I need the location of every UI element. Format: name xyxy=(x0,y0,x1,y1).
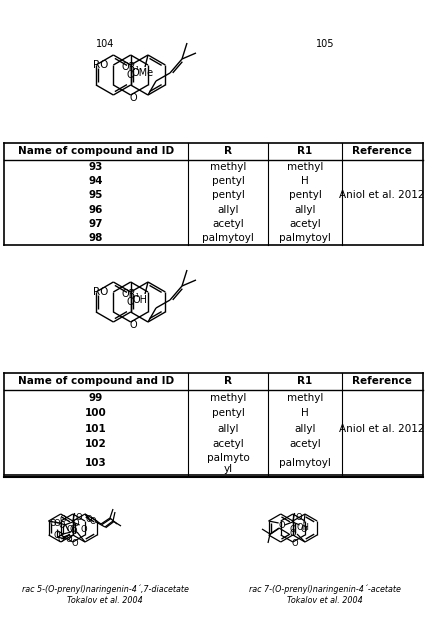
Text: O: O xyxy=(66,524,73,534)
Text: allyl: allyl xyxy=(294,423,315,434)
Text: O: O xyxy=(58,521,65,529)
Text: O: O xyxy=(60,516,66,524)
Text: pentyl: pentyl xyxy=(288,191,321,201)
Text: OR₁: OR₁ xyxy=(121,289,139,299)
Text: OH: OH xyxy=(132,295,147,305)
Text: Name of compound and ID: Name of compound and ID xyxy=(18,376,174,386)
Text: O: O xyxy=(89,517,96,527)
Text: palmytoyl: palmytoyl xyxy=(279,233,330,243)
Text: O: O xyxy=(53,519,60,527)
Text: acetyl: acetyl xyxy=(212,439,243,449)
Text: O: O xyxy=(54,532,60,540)
Text: O: O xyxy=(80,524,87,534)
Text: acetyl: acetyl xyxy=(288,219,320,229)
Text: pentyl: pentyl xyxy=(211,408,244,418)
Text: R1: R1 xyxy=(296,376,312,386)
Text: O: O xyxy=(75,513,82,521)
Text: 100: 100 xyxy=(85,408,106,418)
Text: methyl: methyl xyxy=(286,162,322,172)
Text: OR₁: OR₁ xyxy=(121,62,139,72)
Text: 102: 102 xyxy=(85,439,106,449)
Text: methyl: methyl xyxy=(209,392,246,403)
Text: H: H xyxy=(300,408,308,418)
Text: rac 5-(O-prenyl)naringenin-4´,7-diacetate
Tokalov et al. 2004: rac 5-(O-prenyl)naringenin-4´,7-diacetat… xyxy=(21,585,188,605)
Text: allyl: allyl xyxy=(217,205,238,215)
Text: H: H xyxy=(300,176,308,186)
Text: O: O xyxy=(130,93,137,103)
Text: palmytoyl: palmytoyl xyxy=(201,233,253,243)
Text: R1: R1 xyxy=(296,147,312,157)
Text: OMe: OMe xyxy=(132,68,154,78)
Text: Name of compound and ID: Name of compound and ID xyxy=(18,147,174,157)
Text: 99: 99 xyxy=(89,392,103,403)
Text: O: O xyxy=(299,524,306,534)
Text: 103: 103 xyxy=(85,459,106,469)
Text: 98: 98 xyxy=(89,233,103,243)
Text: 96: 96 xyxy=(89,205,103,215)
Text: O: O xyxy=(69,526,76,534)
Text: rac 7-(O-prenyl)naringenin-4´-acetate
Tokalov et al. 2004: rac 7-(O-prenyl)naringenin-4´-acetate To… xyxy=(248,585,400,605)
Text: acetyl: acetyl xyxy=(288,439,320,449)
Text: 101: 101 xyxy=(85,423,106,434)
Text: RO: RO xyxy=(93,60,109,70)
Text: O: O xyxy=(72,540,78,548)
Text: palmytoyl: palmytoyl xyxy=(279,459,330,469)
Text: palmyto
yl: palmyto yl xyxy=(206,452,249,474)
Text: O: O xyxy=(66,535,72,545)
Text: pentyl: pentyl xyxy=(211,176,244,186)
Text: O: O xyxy=(86,514,92,524)
Text: O: O xyxy=(289,529,296,539)
Text: RO: RO xyxy=(93,287,109,297)
Text: O: O xyxy=(72,519,79,527)
Text: Aniol et al. 2012: Aniol et al. 2012 xyxy=(338,191,424,201)
Text: O: O xyxy=(58,534,64,543)
Text: methyl: methyl xyxy=(286,392,322,403)
Text: O: O xyxy=(49,519,56,527)
Text: O: O xyxy=(291,540,297,548)
Text: O: O xyxy=(127,297,134,307)
Text: 104: 104 xyxy=(95,39,114,49)
Text: OH: OH xyxy=(296,524,309,532)
Text: 97: 97 xyxy=(89,219,103,229)
Text: 95: 95 xyxy=(89,191,103,201)
Text: R: R xyxy=(224,147,231,157)
Text: O: O xyxy=(71,527,77,537)
Text: 105: 105 xyxy=(315,39,334,49)
Text: O: O xyxy=(130,320,137,330)
Text: allyl: allyl xyxy=(294,205,315,215)
Text: pentyl: pentyl xyxy=(211,191,244,201)
Text: R: R xyxy=(224,376,231,386)
Text: Reference: Reference xyxy=(351,376,411,386)
Text: 94: 94 xyxy=(89,176,103,186)
Text: Aniol et al. 2012: Aniol et al. 2012 xyxy=(338,423,424,434)
Text: O: O xyxy=(278,521,284,529)
Text: O: O xyxy=(295,513,301,521)
Text: 93: 93 xyxy=(89,162,103,172)
Text: acetyl: acetyl xyxy=(212,219,243,229)
Text: O: O xyxy=(127,70,134,80)
Text: Reference: Reference xyxy=(351,147,411,157)
Text: methyl: methyl xyxy=(209,162,246,172)
Text: allyl: allyl xyxy=(217,423,238,434)
Text: O: O xyxy=(289,526,296,534)
